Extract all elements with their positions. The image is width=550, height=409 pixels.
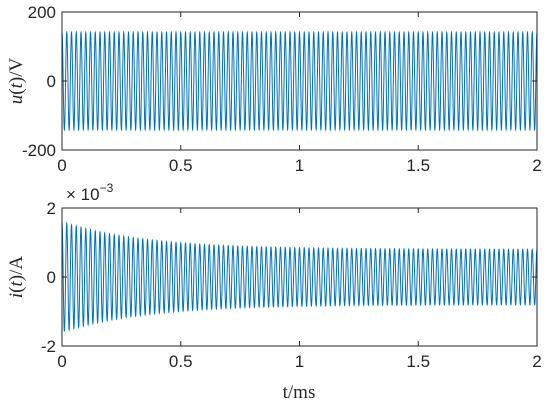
current-x-tick-label: 1.5 xyxy=(406,352,430,371)
current-signal-line xyxy=(61,221,538,332)
current-x-tick-label: 2 xyxy=(532,352,541,371)
voltage-x-tick-label: 0 xyxy=(57,156,66,175)
current-y-axis-label: i(t)/A xyxy=(6,256,27,298)
current-plot-frame xyxy=(61,207,538,347)
voltage-y-axis-label: u(t)/V xyxy=(6,58,27,105)
current-x-tick-label: 1 xyxy=(295,352,304,371)
current-x-tick-label: 0 xyxy=(57,352,66,371)
voltage-signal-line xyxy=(61,30,538,132)
voltage-x-tick-label: 0.5 xyxy=(169,156,193,175)
voltage-y-tick-label: -200 xyxy=(22,141,56,160)
voltage-y-tick-label: 0 xyxy=(47,72,56,91)
voltage-y-tick-label: 200 xyxy=(28,3,56,22)
current-plot: 0 0.5 1 1.5 220-2 × 10−3 i(t)/A t/ms xyxy=(6,181,542,403)
voltage-x-tick-label: 2 xyxy=(532,156,541,175)
voltage-x-tick-label: 1.5 xyxy=(406,156,430,175)
voltage-x-tick-label: 1 xyxy=(295,156,304,175)
current-y-exponent-label: × 10−3 xyxy=(66,181,114,204)
current-y-tick-label: 0 xyxy=(47,268,56,287)
current-y-tick-label: -2 xyxy=(41,337,56,356)
current-y-tick-label: 2 xyxy=(47,199,56,218)
x-axis-label: t/ms xyxy=(283,382,316,403)
current-x-tick-label: 0.5 xyxy=(169,352,193,371)
